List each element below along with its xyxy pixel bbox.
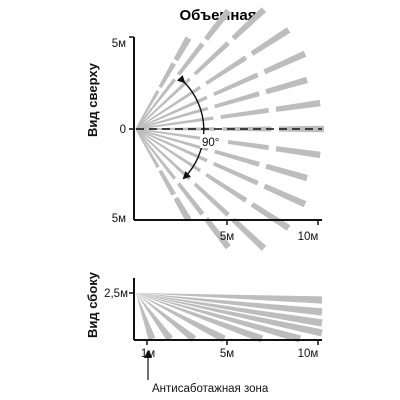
top-beam-3-seg-2 bbox=[250, 27, 291, 56]
top-beam-11-seg-0 bbox=[135, 128, 201, 173]
top-beam-9-seg-1 bbox=[214, 149, 260, 167]
top-beam-8-seg-1 bbox=[220, 139, 269, 151]
top-beam-0-seg-2 bbox=[173, 36, 192, 62]
top-beam-0-seg-1 bbox=[158, 62, 176, 89]
top-beam-0-seg-0 bbox=[135, 90, 160, 130]
top-beam-8-seg-2 bbox=[275, 146, 321, 159]
top-beam-10-seg-1 bbox=[213, 162, 259, 186]
top-beam-2-seg-2 bbox=[231, 7, 267, 41]
top-beam-4-seg-1 bbox=[213, 72, 259, 96]
top-beam-11-seg-2 bbox=[250, 202, 291, 231]
top-beam-12-seg-1 bbox=[193, 182, 230, 217]
top-view-y-label-bottom: 5м bbox=[112, 213, 126, 225]
top-beam-14-seg-1 bbox=[158, 169, 176, 196]
angle-label: 90° bbox=[202, 137, 219, 149]
side-beam-4 bbox=[136, 293, 301, 343]
side-beam-5 bbox=[136, 293, 264, 343]
top-beam-6-seg-0 bbox=[135, 116, 214, 130]
top-beam-12-seg-2 bbox=[231, 217, 267, 251]
side-beam-8 bbox=[136, 293, 173, 342]
top-beam-10-seg-2 bbox=[263, 183, 307, 208]
side-view-beams bbox=[136, 293, 323, 343]
top-view-label: Вид сверху bbox=[85, 62, 100, 137]
top-beam-3-seg-1 bbox=[205, 55, 248, 85]
top-beam-4-seg-2 bbox=[263, 50, 307, 75]
anti-sabotage-label: Антисаботажная зона bbox=[152, 383, 269, 395]
top-view-panel: 90° 5м 0 5м 5м 10м Вид сверху bbox=[85, 7, 324, 251]
side-view-panel: 2,5м 1м 5м 10м Антисаботажная зона Вид с… bbox=[85, 271, 323, 395]
side-view-x-label-5m: 5м bbox=[220, 348, 234, 360]
top-beam-8-seg-0 bbox=[135, 128, 214, 142]
top-beam-2-seg-1 bbox=[193, 41, 230, 76]
top-beam-9-seg-2 bbox=[265, 163, 308, 182]
angle-arc bbox=[176, 74, 205, 180]
side-view-height-label: 2,5м bbox=[104, 288, 128, 300]
top-beam-14-seg-2 bbox=[173, 196, 192, 222]
top-beam-3-seg-0 bbox=[135, 85, 201, 130]
side-beam-1 bbox=[136, 293, 323, 316]
side-beam-9 bbox=[136, 293, 156, 341]
side-beam-3 bbox=[136, 293, 323, 337]
side-beam-2 bbox=[136, 293, 323, 327]
top-beam-13-seg-1 bbox=[177, 182, 205, 216]
diagram-title: Объемная bbox=[179, 7, 256, 24]
top-view-x-label-10m: 10м bbox=[298, 231, 319, 243]
top-view-y-label-center: 0 bbox=[120, 124, 126, 136]
top-view-x-label-5m: 5м bbox=[220, 231, 234, 243]
top-beam-7-seg-2 bbox=[278, 125, 324, 133]
top-beam-1-seg-1 bbox=[177, 42, 205, 76]
top-view-y-label-top: 5м bbox=[112, 38, 126, 50]
top-beam-1-seg-0 bbox=[135, 78, 177, 130]
top-beam-14-seg-0 bbox=[135, 128, 160, 168]
top-beam-11-seg-1 bbox=[205, 173, 248, 203]
top-beam-1-seg-2 bbox=[204, 8, 231, 41]
side-beam-0 bbox=[136, 293, 323, 304]
side-view-x-label-10m: 10м bbox=[298, 348, 319, 360]
top-beam-5-seg-2 bbox=[265, 76, 308, 95]
side-beam-7 bbox=[136, 293, 197, 342]
angle-label-bg bbox=[200, 134, 228, 148]
top-beam-13-seg-0 bbox=[135, 128, 177, 180]
top-beam-5-seg-1 bbox=[214, 91, 260, 109]
side-view-label: Вид сбоку bbox=[85, 271, 100, 338]
side-beam-6 bbox=[136, 293, 226, 343]
top-beam-6-seg-2 bbox=[275, 99, 321, 112]
top-beam-6-seg-1 bbox=[220, 107, 269, 119]
top-beam-13-seg-2 bbox=[204, 217, 231, 250]
